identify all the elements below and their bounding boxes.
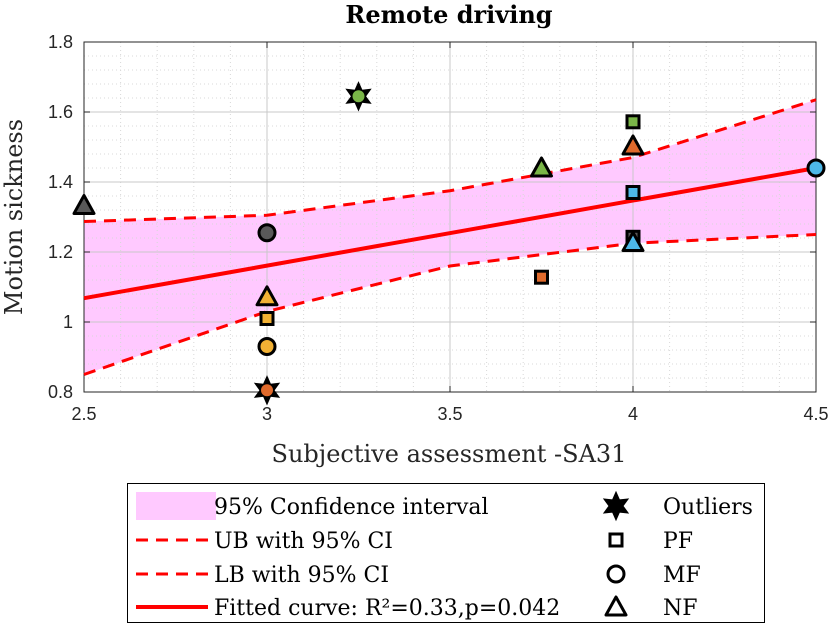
y-tick-label: 1.6 <box>48 102 73 122</box>
legend-label: Outliers <box>663 495 753 520</box>
y-tick-label: 1 <box>63 312 73 332</box>
legend-marker-nf <box>604 595 628 617</box>
y-tick-label: 1.2 <box>48 242 73 262</box>
data-point-nf <box>621 231 645 253</box>
plot-area: 2.5 3 3.5 4 4.5 0.8 1 1.2 1.4 1.6 1.8 <box>48 32 829 424</box>
x-axis-label: Subjective assessment -SA31 <box>272 440 627 468</box>
legend-label: 95% Confidence interval <box>214 495 489 520</box>
outlier-inner <box>352 90 365 103</box>
data-point-nf <box>530 156 553 178</box>
legend-label: Fitted curve: R²=0.33,p=0.042 <box>214 596 560 621</box>
legend-label: PF <box>663 529 693 554</box>
data-point-mf <box>806 158 826 178</box>
y-tick-label: 1.4 <box>48 172 73 192</box>
chart-title: Remote driving <box>345 0 552 29</box>
legend-band-swatch <box>136 492 216 520</box>
data-point-pf <box>625 114 641 130</box>
legend: 95% Confidence interval UB with 95% CI LB … <box>127 483 765 623</box>
lower-bound-line <box>83 233 817 376</box>
x-tick-label: 3 <box>262 404 272 424</box>
data-point-nf <box>621 134 645 156</box>
legend-marker-pf <box>608 532 624 548</box>
data-point-mf <box>257 223 277 243</box>
x-tick-label: 2.5 <box>71 404 96 424</box>
outlier-inner <box>261 384 273 397</box>
x-tick-label: 4.5 <box>803 404 828 424</box>
x-tick-label: 4 <box>628 404 638 424</box>
legend-svg: 95% Confidence interval UB with 95% CI LB … <box>136 490 753 621</box>
y-tick-label: 0.8 <box>48 382 73 402</box>
legend-label: UB with 95% CI <box>214 529 393 554</box>
data-point-pf <box>534 269 549 285</box>
data-point-pf <box>625 185 641 200</box>
fitted-curve-line <box>83 166 817 301</box>
data-point-nf <box>72 193 96 215</box>
legend-label: NF <box>663 596 698 621</box>
data-point-nf <box>255 285 279 307</box>
y-axis-label: Motion sickness <box>0 119 28 315</box>
x-tick-label: 3.5 <box>437 404 462 424</box>
legend-label: LB with 95% CI <box>214 563 389 588</box>
legend-marker-mf <box>606 564 626 584</box>
y-tick-label: 1.8 <box>48 32 73 52</box>
data-point-pf <box>259 311 275 326</box>
data-point-mf <box>257 337 277 356</box>
legend-marker-outliers <box>602 490 630 522</box>
legend-label: MF <box>663 563 701 588</box>
upper-bound-line <box>83 98 817 224</box>
